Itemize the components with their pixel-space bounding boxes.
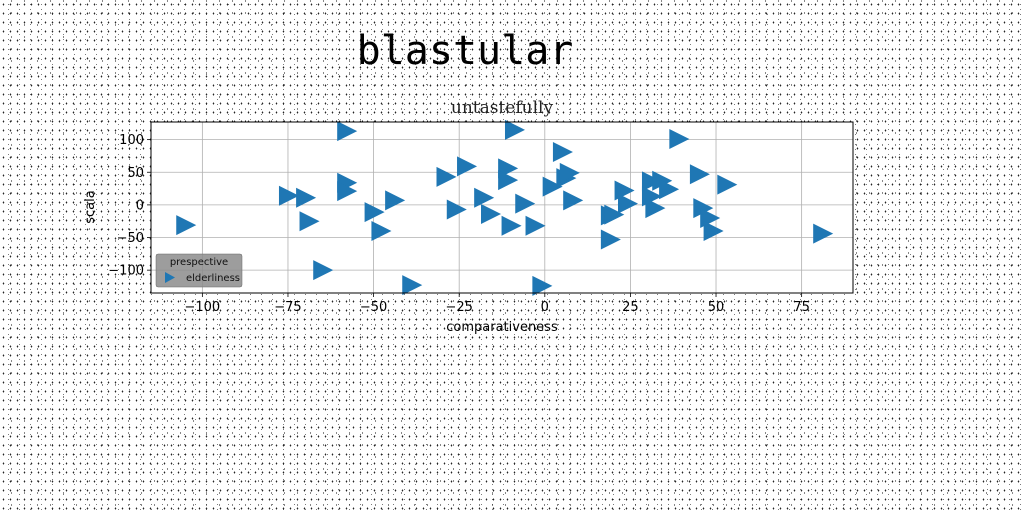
legend-marker-icon	[165, 272, 175, 283]
x-tick-label: −25	[445, 300, 472, 315]
data-point	[552, 142, 573, 163]
axis-ticks: −100 −75 −50 −25 0 25 50 75 −100 −50 0 50 100	[108, 133, 810, 315]
x-tick-label: 0	[541, 300, 549, 315]
data-point	[446, 199, 467, 220]
data-point	[645, 198, 666, 219]
data-point	[659, 179, 680, 200]
y-axis-label: scala	[83, 190, 98, 223]
y-tick-label: 0	[136, 198, 144, 213]
grid-lines	[151, 122, 853, 293]
x-tick-label: 50	[708, 300, 725, 315]
x-axis-label: comparativeness	[446, 320, 558, 335]
data-point	[813, 223, 834, 244]
data-point	[278, 185, 299, 206]
data-point	[542, 176, 563, 197]
data-point	[457, 156, 478, 177]
legend-title: prespective	[170, 257, 228, 268]
data-point	[337, 121, 358, 142]
data-points	[176, 119, 834, 296]
data-point	[559, 162, 580, 183]
data-point	[717, 174, 738, 195]
data-point	[299, 211, 320, 232]
data-point	[703, 220, 724, 241]
data-point	[525, 215, 546, 236]
data-point	[337, 181, 358, 202]
data-point	[474, 187, 495, 208]
data-point	[481, 204, 502, 225]
data-point	[501, 215, 522, 236]
data-point	[176, 215, 197, 236]
legend-box	[155, 253, 243, 288]
y-tick-label: −100	[108, 264, 144, 279]
data-point	[371, 220, 392, 241]
data-point	[652, 170, 673, 191]
chart-title: untastefully	[451, 98, 554, 118]
x-tick-label: 75	[793, 300, 810, 315]
x-tick-label: −75	[274, 300, 301, 315]
legend: prespective elderliness	[155, 253, 243, 288]
data-point	[504, 119, 525, 140]
data-point	[364, 202, 385, 223]
data-point	[617, 193, 638, 214]
data-point	[604, 204, 625, 225]
x-tick-label: −50	[360, 300, 387, 315]
data-point	[402, 275, 423, 296]
data-point	[498, 170, 519, 191]
y-tick-label: −50	[117, 231, 144, 246]
legend-entry-label: elderliness	[186, 273, 240, 284]
x-tick-label: −100	[185, 300, 221, 315]
y-tick-label: 50	[127, 166, 144, 181]
data-point	[436, 166, 457, 187]
data-point	[669, 128, 690, 149]
plot-area-background	[151, 122, 853, 293]
data-point	[385, 190, 406, 211]
data-point	[689, 164, 710, 185]
data-point	[313, 260, 334, 281]
data-point	[515, 193, 536, 214]
x-tick-label: 25	[622, 300, 639, 315]
data-point	[600, 229, 621, 250]
data-point	[296, 187, 317, 208]
data-point	[532, 275, 553, 296]
data-point	[693, 198, 714, 219]
y-tick-label: 100	[119, 133, 144, 148]
data-point	[563, 190, 584, 211]
data-point	[641, 171, 662, 192]
plot-area-frame	[150, 121, 854, 294]
figure-suptitle: blastular	[356, 28, 574, 74]
